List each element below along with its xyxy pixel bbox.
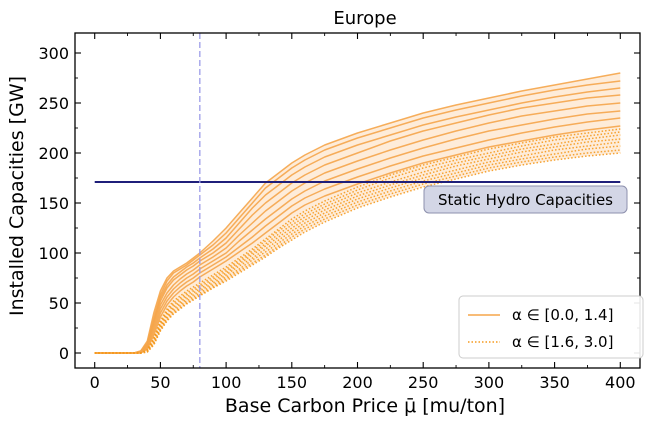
y-tick-label: 200 (38, 144, 69, 163)
y-tick-label: 100 (38, 244, 69, 263)
x-tick-label: 300 (474, 373, 505, 392)
uncertainty-band (94, 73, 621, 353)
static-hydro-annotation: Static Hydro Capacities (423, 185, 628, 214)
x-tick-label: 150 (277, 373, 308, 392)
y-axis-label: Installed Capacities [GW] (6, 76, 28, 316)
chart-title: Europe (333, 8, 396, 29)
x-tick-label: 50 (150, 373, 170, 392)
y-tick-label: 150 (38, 194, 69, 213)
annotation-box (423, 185, 628, 214)
x-tick-label: 400 (605, 373, 636, 392)
legend-box (458, 295, 644, 359)
y-tick-label: 0 (59, 344, 69, 363)
x-tick-label: 250 (408, 373, 439, 392)
x-tick-label: 350 (539, 373, 570, 392)
x-tick-label: 200 (342, 373, 373, 392)
y-tick-label: 250 (38, 94, 69, 113)
x-tick-label: 100 (211, 373, 242, 392)
legend-dotted-label: α ∈ [1.6, 3.0] (512, 333, 613, 351)
series-dotted-1 (94, 128, 621, 354)
y-axis-ticks: 0 50 100 150 200 250 300 (38, 44, 640, 363)
x-axis-ticks: 0 50 100 150 200 250 300 350 400 (90, 33, 636, 392)
x-tick-label: 0 (90, 373, 100, 392)
x-axis-label: Base Carbon Price μ̄ [mu/ton] (225, 395, 505, 417)
series-dotted-4 (94, 138, 621, 354)
band-layer (94, 73, 621, 353)
series-dotted-8 (94, 152, 621, 354)
series-dotted-2 (94, 131, 621, 354)
annotation-text: Static Hydro Capacities (438, 191, 613, 209)
y-tick-label: 50 (49, 294, 69, 313)
plot-area (94, 33, 621, 368)
legend: α ∈ [0.0, 1.4] α ∈ [1.6, 3.0] (458, 295, 644, 359)
y-tick-label: 300 (38, 44, 69, 63)
series-layer (94, 72, 621, 354)
legend-solid-label: α ∈ [0.0, 1.4] (512, 306, 613, 324)
